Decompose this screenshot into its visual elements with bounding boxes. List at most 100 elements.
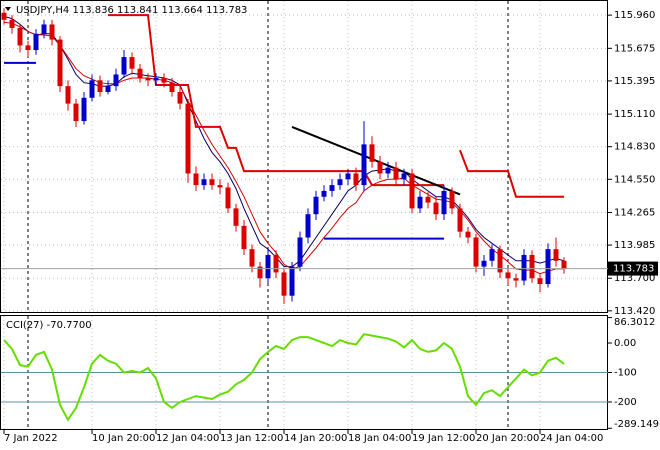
candle-body [129,57,135,69]
candle-body [321,190,327,197]
candle-body [25,45,31,51]
candle-body [385,167,391,174]
candle-body [113,74,119,87]
candle-body [545,249,551,285]
candle-body [409,173,415,209]
candle-body [337,179,343,186]
candle-body [441,190,447,215]
candle-body [297,237,303,267]
candle-body [81,97,87,122]
candle-body [33,33,39,51]
candle-body [449,190,455,209]
y-tick-label: 115.960 [614,10,655,21]
candle-body [105,86,111,92]
candle-body [457,208,463,232]
candle-body [433,202,439,215]
candle-body [377,161,383,174]
last-price-box [608,261,658,276]
y-tick-label: -289.149 [614,419,659,430]
candle-body [1,12,7,20]
candle-body [233,208,239,226]
overlay-line [3,15,565,268]
candle-body [417,196,423,209]
candle-body [185,103,191,174]
y-tick-label: 115.395 [614,76,655,87]
x-tick-label: 12 Jan 04:00 [156,433,219,444]
y-tick-label: 113.700 [614,273,655,284]
y-tick-label: 86.3012 [614,317,655,328]
candle-body [169,82,175,92]
x-tick-label: 24 Jan 04:00 [540,433,603,444]
y-tick-label: 115.675 [614,43,655,54]
candle-body [137,68,143,78]
candle-body [553,249,559,261]
y-tick-label: 113.420 [614,306,655,317]
x-tick-label: 20 Jan 20:00 [476,433,539,444]
x-tick-label: 7 Jan 2022 [4,433,58,444]
y-tick-label: 115.110 [614,109,655,120]
candle-body [489,249,495,261]
candle-body [361,144,367,186]
y-tick-label: 113.985 [614,240,655,251]
candle-body [209,179,215,186]
y-tick-label: 0.00 [614,338,636,349]
cci-line [3,333,565,422]
candle-body [289,266,295,296]
candle-body [305,214,311,238]
candle-body [497,249,503,273]
candle-body [177,91,183,104]
collapse-icon [5,7,11,11]
candle-body [257,266,263,279]
candle-body [401,173,407,180]
price-header: USDJPY,H4 113.836 113.841 113.664 113.78… [16,5,247,16]
cci-header: CCI(27) -70.7700 [6,320,92,331]
overlay-line [108,14,564,198]
candle-body [217,185,223,188]
x-tick-label: 14 Jan 20:00 [284,433,347,444]
y-tick-label: 114.265 [614,207,655,218]
x-tick-label: 19 Jan 12:00 [412,433,475,444]
candle-body [513,278,519,281]
candle-body [153,78,159,81]
candle-body [41,24,47,34]
candle-body [65,86,71,104]
candle-body [89,80,95,98]
last-price-label: 113.783 [613,264,654,275]
candle-body [17,27,23,46]
candle-body [481,260,487,267]
candle-body [265,254,271,279]
overlay-line [3,21,564,275]
candle-body [241,225,247,250]
candle-body [9,19,15,28]
candle-body [49,24,55,40]
candle-body [249,249,255,267]
candle-body [537,278,543,285]
candle-body [473,237,479,267]
y-tick-label: -100 [614,368,637,379]
candle-body [201,179,207,186]
price-panel-frame [0,0,608,313]
candle-body [465,231,471,238]
candle-body [57,39,63,87]
candle-body [73,103,79,122]
candle-body [161,78,167,83]
candle-body [225,187,231,209]
candle-body [393,167,399,180]
candle-body [329,185,335,191]
x-tick-label: 18 Jan 04:00 [348,433,411,444]
candle-body [521,254,527,281]
candle-body [505,272,511,279]
candle-body [425,196,431,203]
y-tick-label: -200 [614,397,637,408]
x-tick-label: 10 Jan 20:00 [92,433,155,444]
x-tick-label: 13 Jan 12:00 [220,433,283,444]
candle-body [369,144,375,162]
candle-body [313,196,319,215]
trend-line [291,125,461,196]
candle-body [193,173,199,186]
y-tick-label: 114.830 [614,142,655,153]
candle-body [345,173,351,180]
candle-body [121,57,127,75]
